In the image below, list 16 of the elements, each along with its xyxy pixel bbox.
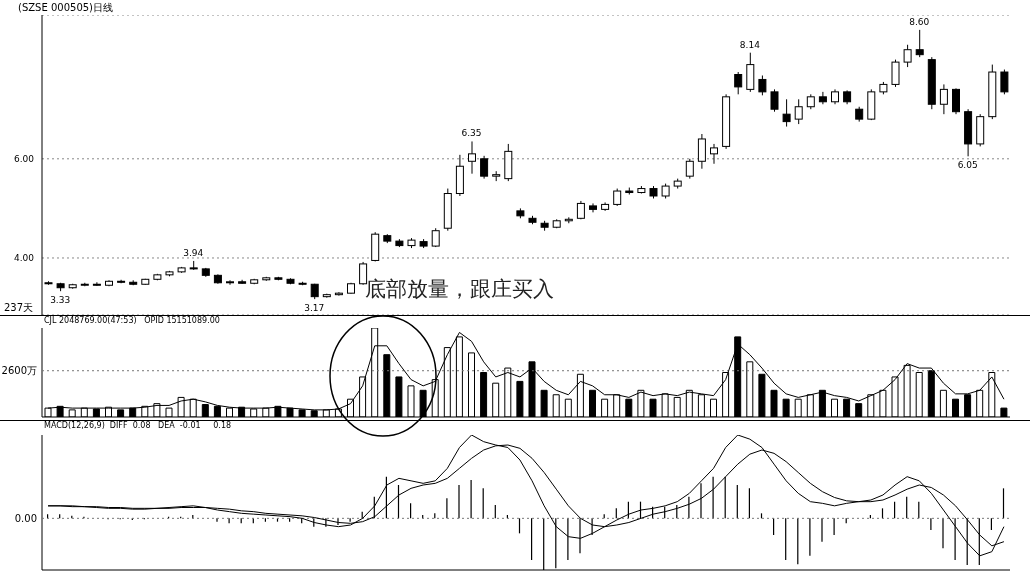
annotation: 3.33 (50, 294, 71, 305)
annotation: 8.60 (909, 16, 930, 27)
annotation: 6.35 (461, 128, 482, 139)
y-tick-label: 6.00 (13, 154, 35, 164)
annotation: 3.17 (304, 302, 325, 313)
annotation: 底部放量，跟庄买入 (365, 276, 554, 303)
chart-title: (SZSE 000505)日线 (18, 1, 114, 15)
chart-title: MACD(12,26,9) DIFF 0.08 DEA -0.01 0.18 (44, 421, 232, 430)
ref-line-label: 0.00 (14, 512, 37, 524)
annotation: 3.94 (183, 247, 204, 258)
text: 237天 (4, 301, 34, 315)
ref-line-label: 2600万 (1, 365, 37, 377)
annotation: 6.05 (957, 159, 978, 170)
annotation: 8.14 (739, 39, 761, 50)
y-tick-label: 4.00 (13, 253, 35, 264)
chart-title: CJL 2048769.00(47:53) OPID 15151089.00 (44, 316, 220, 325)
